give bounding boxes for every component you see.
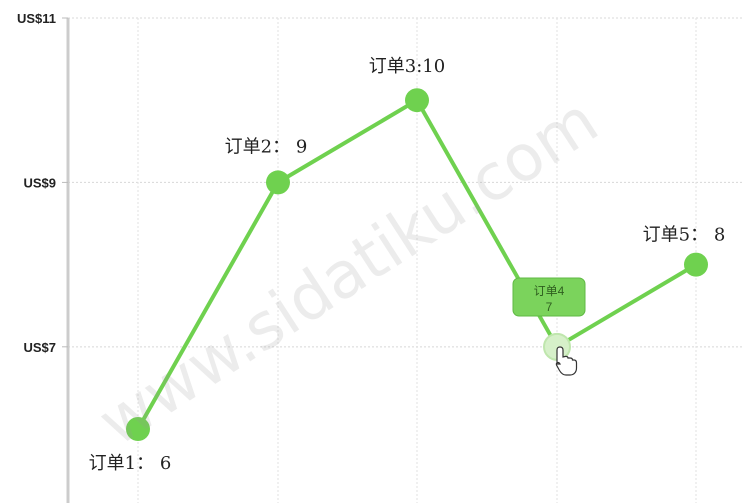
tooltip-box [512,277,586,317]
data-point[interactable] [405,88,429,113]
data-label: 订单5： 8 [643,225,726,246]
data-labels: 订单1： 6 订单2： 9 订单3:10 订单5： 8 [89,56,726,474]
data-point[interactable] [684,252,708,277]
y-ticks: US$7 US$9 US$11 [17,11,68,355]
tooltip-value: 7 [546,300,553,314]
tooltip-title: 订单4 [534,284,565,298]
data-points [126,88,708,442]
tooltip: 订单4 7 [512,277,586,317]
data-label: 订单2： 9 [225,136,308,157]
data-label: 订单3:10 [369,56,445,77]
data-point[interactable] [126,417,150,442]
hand-pointer-icon [555,346,578,376]
y-tick-label: US$11 [17,11,56,26]
y-tick-label: US$9 [23,175,56,190]
data-label: 订单1： 6 [89,453,172,474]
y-tick-label: US$7 [23,340,56,355]
data-point[interactable] [266,170,290,195]
